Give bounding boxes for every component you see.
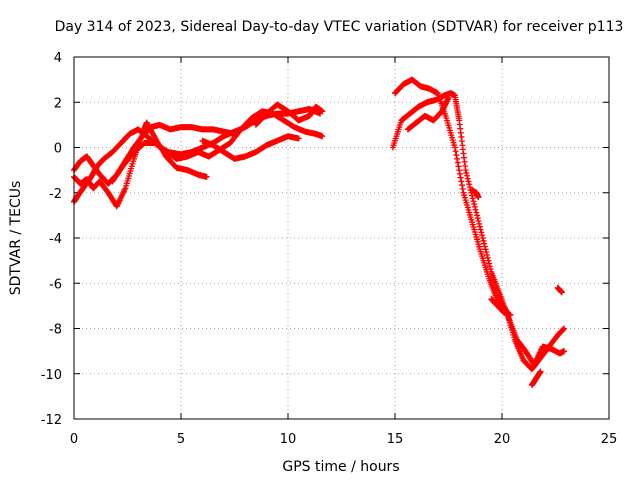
data-point — [457, 174, 464, 181]
y-tick-label: -6 — [49, 277, 62, 292]
data-point — [561, 348, 568, 355]
y-axis-label: SDTVAR / TECUs — [8, 181, 24, 296]
data-point — [458, 178, 465, 185]
series-sat-i — [404, 94, 452, 133]
data-point — [459, 185, 466, 192]
y-tick-label: 0 — [54, 142, 62, 157]
data-point — [456, 167, 463, 174]
y-tick-label: -4 — [49, 232, 62, 247]
x-tick-label: 15 — [387, 432, 404, 447]
data-point — [475, 218, 482, 225]
x-tick-label: 0 — [70, 432, 78, 447]
data-point — [484, 254, 491, 261]
y-tick-label: -8 — [49, 323, 62, 338]
data-point — [507, 311, 514, 318]
data-point — [486, 263, 493, 270]
x-tick-label: 25 — [601, 432, 618, 447]
data-point — [480, 237, 487, 244]
data-point — [466, 181, 473, 188]
axis-ticks: 0 5 10 15 20 25 -12 -10 -8 -6 -4 -2 0 2 4 — [41, 51, 618, 447]
data-point — [445, 94, 452, 101]
data-point — [319, 133, 326, 140]
data-point — [476, 223, 483, 230]
data-point — [451, 144, 458, 151]
data-point — [455, 163, 462, 170]
data-point — [473, 209, 480, 216]
y-tick-label: 2 — [54, 96, 62, 111]
data-point — [466, 184, 473, 191]
data-point — [470, 198, 477, 205]
series-sat-k — [488, 296, 514, 318]
data-point — [471, 203, 478, 210]
data-point — [482, 246, 489, 253]
series-sat-j — [469, 187, 482, 201]
data-point — [464, 172, 471, 179]
series-sat-f — [252, 101, 326, 128]
series-sat-m — [554, 284, 565, 296]
data-point — [479, 232, 486, 239]
data-point — [319, 108, 326, 115]
data-point — [463, 169, 470, 176]
data-point — [453, 152, 460, 159]
data-point — [295, 135, 302, 142]
data-point — [481, 240, 488, 247]
data-point — [459, 182, 466, 189]
data-marks — [71, 76, 568, 389]
data-point — [561, 325, 568, 332]
data-point — [475, 194, 482, 201]
series-sat-l — [528, 368, 544, 389]
data-point — [454, 155, 461, 162]
chart-title: Day 314 of 2023, Sidereal Day-to-day VTE… — [55, 19, 624, 35]
data-point — [474, 212, 481, 219]
y-tick-label: -10 — [41, 368, 62, 383]
x-axis-label: GPS time / hours — [282, 459, 399, 475]
data-point — [476, 220, 483, 227]
data-point — [485, 257, 492, 264]
data-point — [558, 289, 565, 296]
data-point — [487, 266, 494, 273]
y-tick-label: 4 — [54, 51, 62, 66]
series-sat-h — [389, 90, 568, 368]
data-point — [203, 173, 210, 180]
data-point — [471, 201, 478, 208]
data-point — [474, 215, 481, 222]
data-point — [486, 260, 493, 267]
data-point — [456, 170, 463, 177]
data-point — [477, 226, 484, 233]
x-tick-label: 5 — [177, 432, 185, 447]
data-point — [537, 368, 544, 375]
x-tick-label: 20 — [494, 432, 511, 447]
plot-frame — [73, 56, 610, 420]
series-sat-e — [199, 133, 302, 162]
data-point — [464, 175, 471, 182]
grid — [74, 57, 609, 419]
data-point — [481, 243, 488, 250]
data-point — [483, 249, 490, 256]
data-point — [484, 251, 491, 258]
data-point — [465, 178, 472, 185]
data-point — [479, 235, 486, 241]
data-point — [454, 159, 461, 166]
data-point — [452, 148, 459, 155]
series-sat-d — [109, 108, 326, 185]
data-point — [462, 167, 469, 174]
data-point — [469, 195, 476, 202]
y-tick-label: -12 — [41, 413, 62, 428]
data-point — [478, 229, 485, 236]
data-point — [472, 206, 479, 213]
x-tick-label: 10 — [280, 432, 297, 447]
y-tick-label: -2 — [49, 187, 62, 202]
